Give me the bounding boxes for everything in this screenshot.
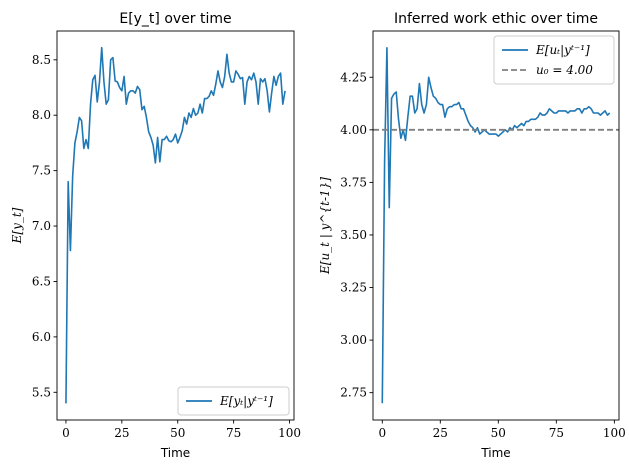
- chart-2-title: Inferred work ethic over time: [394, 11, 598, 27]
- chart-1-x-tick-label: 100: [278, 426, 301, 440]
- chart-2-legend: E[uₜ|yᵗ⁻¹] u₀ = 4.00: [493, 35, 615, 85]
- chart-2-x-tick-label: 0: [378, 426, 386, 440]
- chart-2-y-tick-label: 4.25: [340, 70, 367, 84]
- chart-2-y-tick-label: 3.25: [340, 281, 367, 295]
- chart-2-legend-label-2: u₀ = 4.00: [536, 63, 593, 77]
- chart-2-series-line-1: [381, 47, 611, 404]
- chart-1-legend-box: [177, 386, 290, 416]
- chart-1-y-axis-label: E[y_t]: [10, 207, 24, 244]
- chart-1-x-tick-label: 75: [226, 426, 241, 440]
- chart-2-x-tick-label: 75: [549, 426, 564, 440]
- chart-2-x-tick-label: 50: [491, 426, 506, 440]
- chart-2-panel: 0 25 50 75 100 2.75 3.00 3.25 3.50 3.75 4.00 4.25 Ti…: [318, 11, 626, 460]
- chart-1-panel: 0 25 50 75 100 5.5 6.0 6.5 7.0 7.5 8.0 8.5 Time E[y_t…: [10, 11, 301, 460]
- chart-2-y-axis-label: E[u_t | y^{t-1}]: [318, 177, 332, 275]
- chart-2-y-tick-label: 3.75: [340, 175, 367, 189]
- chart-1-x-tick-label: 50: [170, 426, 185, 440]
- chart-1-y-tick-label: 6.5: [32, 274, 51, 288]
- chart-1-y-tick-label: 7.0: [32, 219, 51, 233]
- chart-2-x-tick-label: 100: [603, 426, 626, 440]
- chart-1-y-tick-label: 7.5: [32, 164, 51, 178]
- chart-1-x-tick-label: 0: [62, 426, 70, 440]
- chart-1-x-axis-label: Time: [160, 446, 190, 460]
- chart-1-y-tick-label: 8.5: [32, 53, 51, 67]
- chart-2-legend-box: [493, 35, 615, 85]
- chart-2-legend-label-1: E[uₜ|yᵗ⁻¹]: [535, 43, 590, 57]
- chart-2-axes-frame: [372, 30, 620, 421]
- chart-2-y-tick-label: 3.50: [340, 228, 367, 242]
- chart-2-y-tick-label: 2.75: [340, 386, 367, 400]
- chart-2-x-tick-label: 25: [433, 426, 448, 440]
- chart-2-y-tick-label: 3.00: [340, 333, 367, 347]
- chart-2-x-axis-label: Time: [480, 446, 510, 460]
- chart-1-y-tick-label: 8.0: [32, 108, 51, 122]
- chart-1-y-tick-label: 6.0: [32, 330, 51, 344]
- chart-1-legend: E[yₜ|yᵗ⁻¹]: [177, 386, 290, 416]
- chart-1-x-tick-label: 25: [114, 426, 129, 440]
- chart-1-legend-label-1: E[yₜ|yᵗ⁻¹]: [219, 394, 273, 408]
- chart-1-series-line-1: [65, 46, 286, 404]
- chart-1-title: E[y_t] over time: [119, 11, 231, 27]
- chart-2-y-tick-label: 4.00: [340, 123, 367, 137]
- chart-1-axes-frame: [56, 30, 295, 421]
- chart-1-y-tick-label: 5.5: [32, 385, 51, 399]
